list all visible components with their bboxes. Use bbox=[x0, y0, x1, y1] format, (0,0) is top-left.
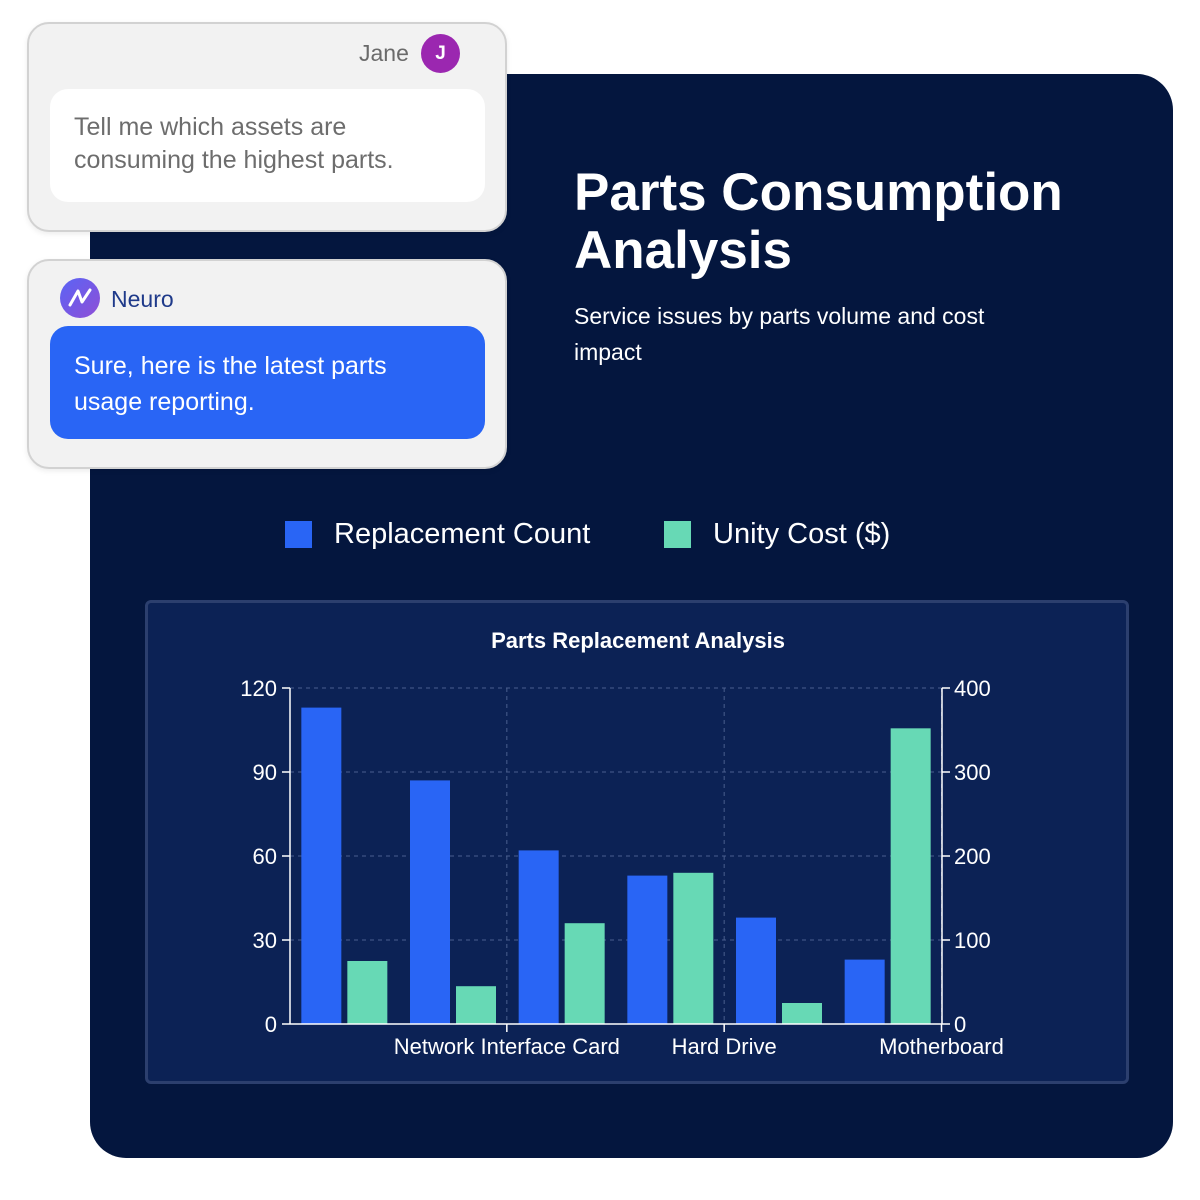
user-message: Tell me which assets are consuming the h… bbox=[50, 89, 485, 202]
y-left-tick-label: 60 bbox=[253, 844, 277, 869]
y-right-tick-label: 100 bbox=[954, 928, 991, 953]
bar-unity-cost bbox=[564, 923, 605, 1024]
page-subtitle: Service issues by parts volume and cost … bbox=[574, 303, 985, 365]
y-left-tick-label: 120 bbox=[240, 676, 277, 701]
legend-label: Unity Cost ($) bbox=[713, 517, 891, 550]
bar-unity-cost bbox=[890, 728, 931, 1024]
neuro-logo-icon bbox=[60, 278, 100, 318]
page-title: Parts Consumption Analysis bbox=[574, 163, 1063, 280]
bar-replacement-count bbox=[844, 959, 885, 1024]
legend-label: Replacement Count bbox=[334, 517, 591, 550]
y-left-tick-label: 0 bbox=[265, 1012, 277, 1037]
x-tick-label: Network Interface Card bbox=[394, 1034, 620, 1059]
bar-replacement-count bbox=[627, 875, 668, 1024]
y-right-tick-label: 400 bbox=[954, 676, 991, 701]
legend-item-replacement-count: Replacement Count bbox=[285, 514, 590, 554]
bar-unity-cost bbox=[347, 961, 388, 1024]
bar-unity-cost bbox=[456, 986, 496, 1024]
y-left-tick-label: 30 bbox=[253, 928, 277, 953]
y-left-tick-label: 90 bbox=[253, 760, 277, 785]
bar-replacement-count bbox=[518, 850, 559, 1024]
y-right-tick-label: 200 bbox=[954, 844, 991, 869]
assistant-message: Sure, here is the latest parts usage rep… bbox=[50, 326, 485, 439]
bar-replacement-count bbox=[301, 707, 342, 1024]
user-name: Jane bbox=[359, 40, 409, 66]
bar-replacement-count bbox=[410, 780, 450, 1024]
bar-unity-cost bbox=[782, 1003, 822, 1024]
chart-title: Parts Replacement Analysis bbox=[491, 628, 785, 653]
x-tick-label: Hard Drive bbox=[672, 1034, 777, 1059]
bar-unity-cost bbox=[673, 872, 714, 1024]
legend-swatch bbox=[285, 520, 312, 548]
bar-replacement-count bbox=[736, 917, 776, 1024]
assistant-name: Neuro bbox=[111, 286, 174, 312]
user-avatar: J bbox=[421, 34, 460, 73]
legend-item-unity-cost: Unity Cost ($) bbox=[664, 514, 890, 554]
x-tick-label: Motherboard bbox=[879, 1034, 1004, 1059]
y-right-tick-label: 300 bbox=[954, 760, 991, 785]
y-right-tick-label: 0 bbox=[954, 1012, 966, 1037]
legend-swatch bbox=[664, 520, 691, 548]
